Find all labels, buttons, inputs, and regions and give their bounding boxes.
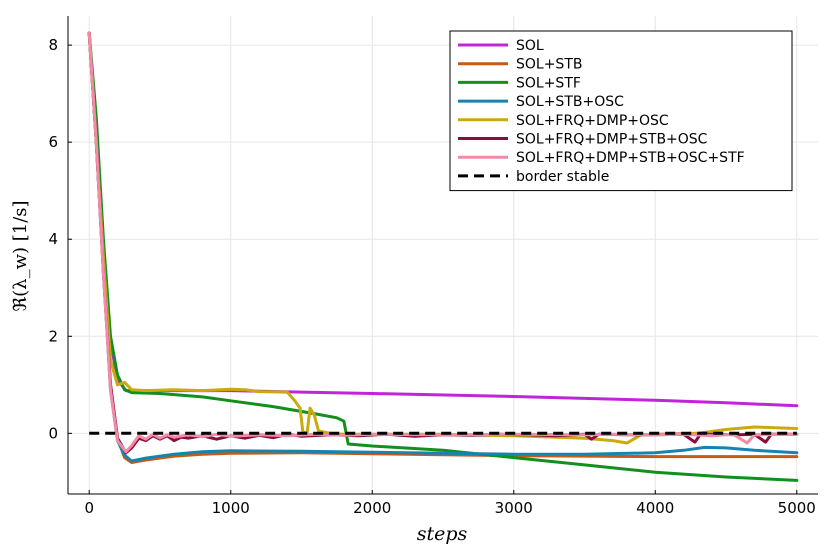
series-line-3 bbox=[87, 31, 799, 482]
series-lines bbox=[87, 31, 799, 482]
axes: 0 1000 2000 3000 4000 5000 0 2 4 6 8 bbox=[48, 16, 818, 517]
legend-box bbox=[449, 30, 793, 192]
x-tick-label: 1000 bbox=[212, 499, 250, 517]
x-axis-title: steps bbox=[417, 523, 468, 545]
y-tick-label: 4 bbox=[48, 230, 58, 248]
legend: SOL SOL+STB SOL+STF SOL+STB+OSC SOL+FRQ+DMP+… bbox=[449, 30, 793, 192]
x-tick-label: 3000 bbox=[495, 499, 533, 517]
legend-label-4: SOL+STB+OSC bbox=[516, 94, 624, 110]
legend-label-1: SOL bbox=[516, 38, 544, 54]
y-tick-label: 0 bbox=[48, 424, 58, 442]
y-axis-title: ℜ(λ_w) [1/s] bbox=[10, 200, 31, 311]
legend-label-3: SOL+STF bbox=[516, 75, 581, 91]
y-tick-label: 6 bbox=[48, 133, 58, 151]
x-tick-label: 0 bbox=[84, 499, 94, 517]
x-tick-label: 4000 bbox=[636, 499, 674, 517]
y-tick-label: 2 bbox=[48, 327, 58, 345]
x-tick-label: 5000 bbox=[778, 499, 816, 517]
y-tick-label: 8 bbox=[48, 36, 58, 54]
legend-label-5: SOL+FRQ+DMP+OSC bbox=[516, 113, 669, 129]
legend-label-6: SOL+FRQ+DMP+STB+OSC bbox=[516, 132, 708, 148]
legend-label-2: SOL+STB bbox=[516, 57, 582, 73]
legend-label-7: SOL+FRQ+DMP+STB+OSC+STF bbox=[516, 150, 745, 166]
legend-label-8: border stable bbox=[516, 169, 609, 185]
x-tick-label: 2000 bbox=[353, 499, 391, 517]
